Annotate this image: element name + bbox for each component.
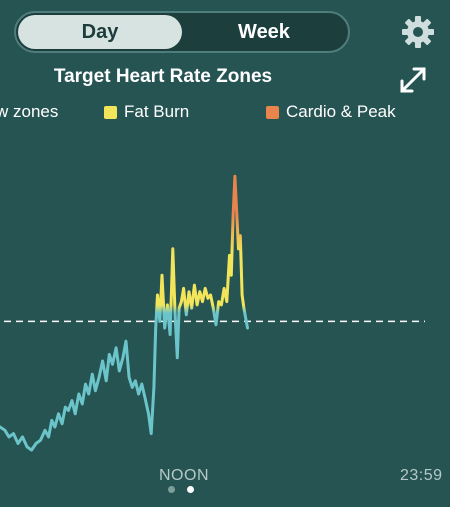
chart-legend: w zones Fat Burn Cardio & Peak [0,102,450,126]
heart-rate-chart [0,174,425,452]
day-week-toggle: Day Week [14,11,350,53]
week-tab[interactable]: Week [238,20,290,43]
chart-title: Target Heart Rate Zones [53,66,273,87]
day-tab[interactable]: Day [18,15,182,49]
heart-rate-series-line [0,174,249,452]
legend-item-cardio-peak: Cardio & Peak [266,102,396,122]
legend-swatch [266,105,279,119]
x-tick-noon: NOON [159,467,209,484]
legend-label: Fat Burn [124,102,190,121]
legend-label: Cardio & Peak [286,102,396,121]
page-indicator [168,486,194,493]
page-dot-active[interactable] [187,486,194,493]
legend-item-fat-burn: Fat Burn [104,102,189,122]
expand-icon[interactable] [396,63,430,97]
gear-icon[interactable] [400,14,436,50]
legend-swatch [104,105,117,119]
page-dot[interactable] [168,486,175,493]
legend-item-below-zones: w zones [0,102,58,122]
legend-label: w zones [0,102,59,121]
x-tick-end: 23:59 [400,467,443,484]
